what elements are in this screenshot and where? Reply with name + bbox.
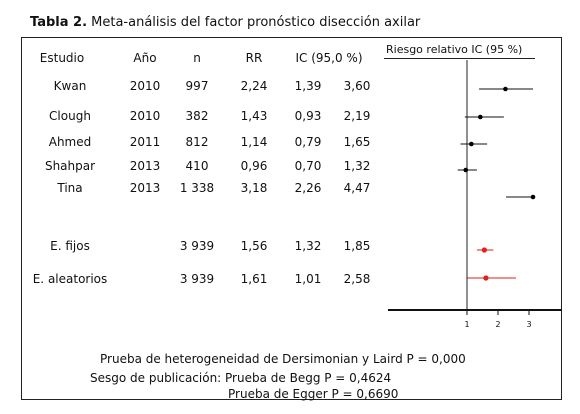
study-year: 2011 [129,135,161,149]
study-rr: 3,18 [240,181,268,195]
x-tick-label: 2 [495,320,500,329]
pooled-point [481,247,487,253]
study-ic-upper: 1,32 [343,159,371,173]
study-rr: 1,14 [240,135,268,149]
study-name: Kwan [53,79,87,93]
table-caption-number: Tabla 2. [30,15,88,30]
table-caption-text: Meta-análisis del factor pronóstico dise… [91,15,421,30]
study-year: 2013 [129,181,161,195]
study-n: 997 [185,79,209,93]
study-point [530,194,536,200]
heterogeneity-note: Prueba de heterogeneidad de Dersimonian … [100,352,466,366]
meta-analysis-panel [21,37,562,400]
study-year: 2013 [129,159,161,173]
study-ic-upper: 1,65 [343,135,371,149]
study-year: 2010 [129,109,161,123]
pooled-rr: 1,56 [240,239,268,253]
header-rr: RR [245,51,263,65]
study-name: Tina [57,181,83,195]
header-n: n [193,51,201,65]
study-name: Clough [49,109,91,123]
table-caption: Tabla 2. Meta-análisis del factor pronós… [30,15,420,30]
study-n: 382 [185,109,209,123]
study-ic-lower: 1,39 [294,79,322,93]
header-estudio: Estudio [39,51,85,65]
pooled-ic-upper: 2,58 [343,272,371,286]
pooled-ic-lower: 1,01 [294,272,322,286]
pooled-n: 3 939 [179,239,215,253]
study-rr: 0,96 [240,159,268,173]
pooled-point [483,275,489,281]
x-tick-label: 3 [526,320,531,329]
pooled-ic-upper: 1,85 [343,239,371,253]
header-ano: Año [133,51,157,65]
study-n: 410 [185,159,209,173]
x-tick-label: 1 [464,320,469,329]
study-point [463,167,469,173]
study-rr: 1,43 [240,109,268,123]
study-ic-lower: 0,79 [294,135,322,149]
pooled-ic-lower: 1,32 [294,239,322,253]
header-underline [384,58,535,59]
pooled-n: 3 939 [179,272,215,286]
study-year: 2010 [129,79,161,93]
study-ic-lower: 2,26 [294,181,322,195]
study-point [478,114,483,120]
pooled-name: E. aleatorios [32,272,108,286]
study-ic-upper: 4,47 [343,181,371,195]
study-point [469,141,474,147]
header-ic: IC (95,0 %) [295,51,363,65]
pooled-rr: 1,61 [240,272,268,286]
study-ic-upper: 2,19 [343,109,371,123]
pooled-name: E. fijos [50,239,90,253]
study-name: Shahpar [44,159,96,173]
study-point [503,86,508,92]
header-riesgo-relativo: Riesgo relativo IC (95 %) [386,43,523,56]
study-name: Ahmed [48,135,92,149]
study-n: 812 [185,135,209,149]
begg-note: Sesgo de publicación: Prueba de Begg P =… [90,371,392,385]
study-ic-lower: 0,70 [294,159,322,173]
study-n: 1 338 [179,181,215,195]
study-ic-upper: 3,60 [343,79,371,93]
egger-note: Prueba de Egger P = 0,6690 [228,387,399,401]
study-ic-lower: 0,93 [294,109,322,123]
study-rr: 2,24 [240,79,268,93]
